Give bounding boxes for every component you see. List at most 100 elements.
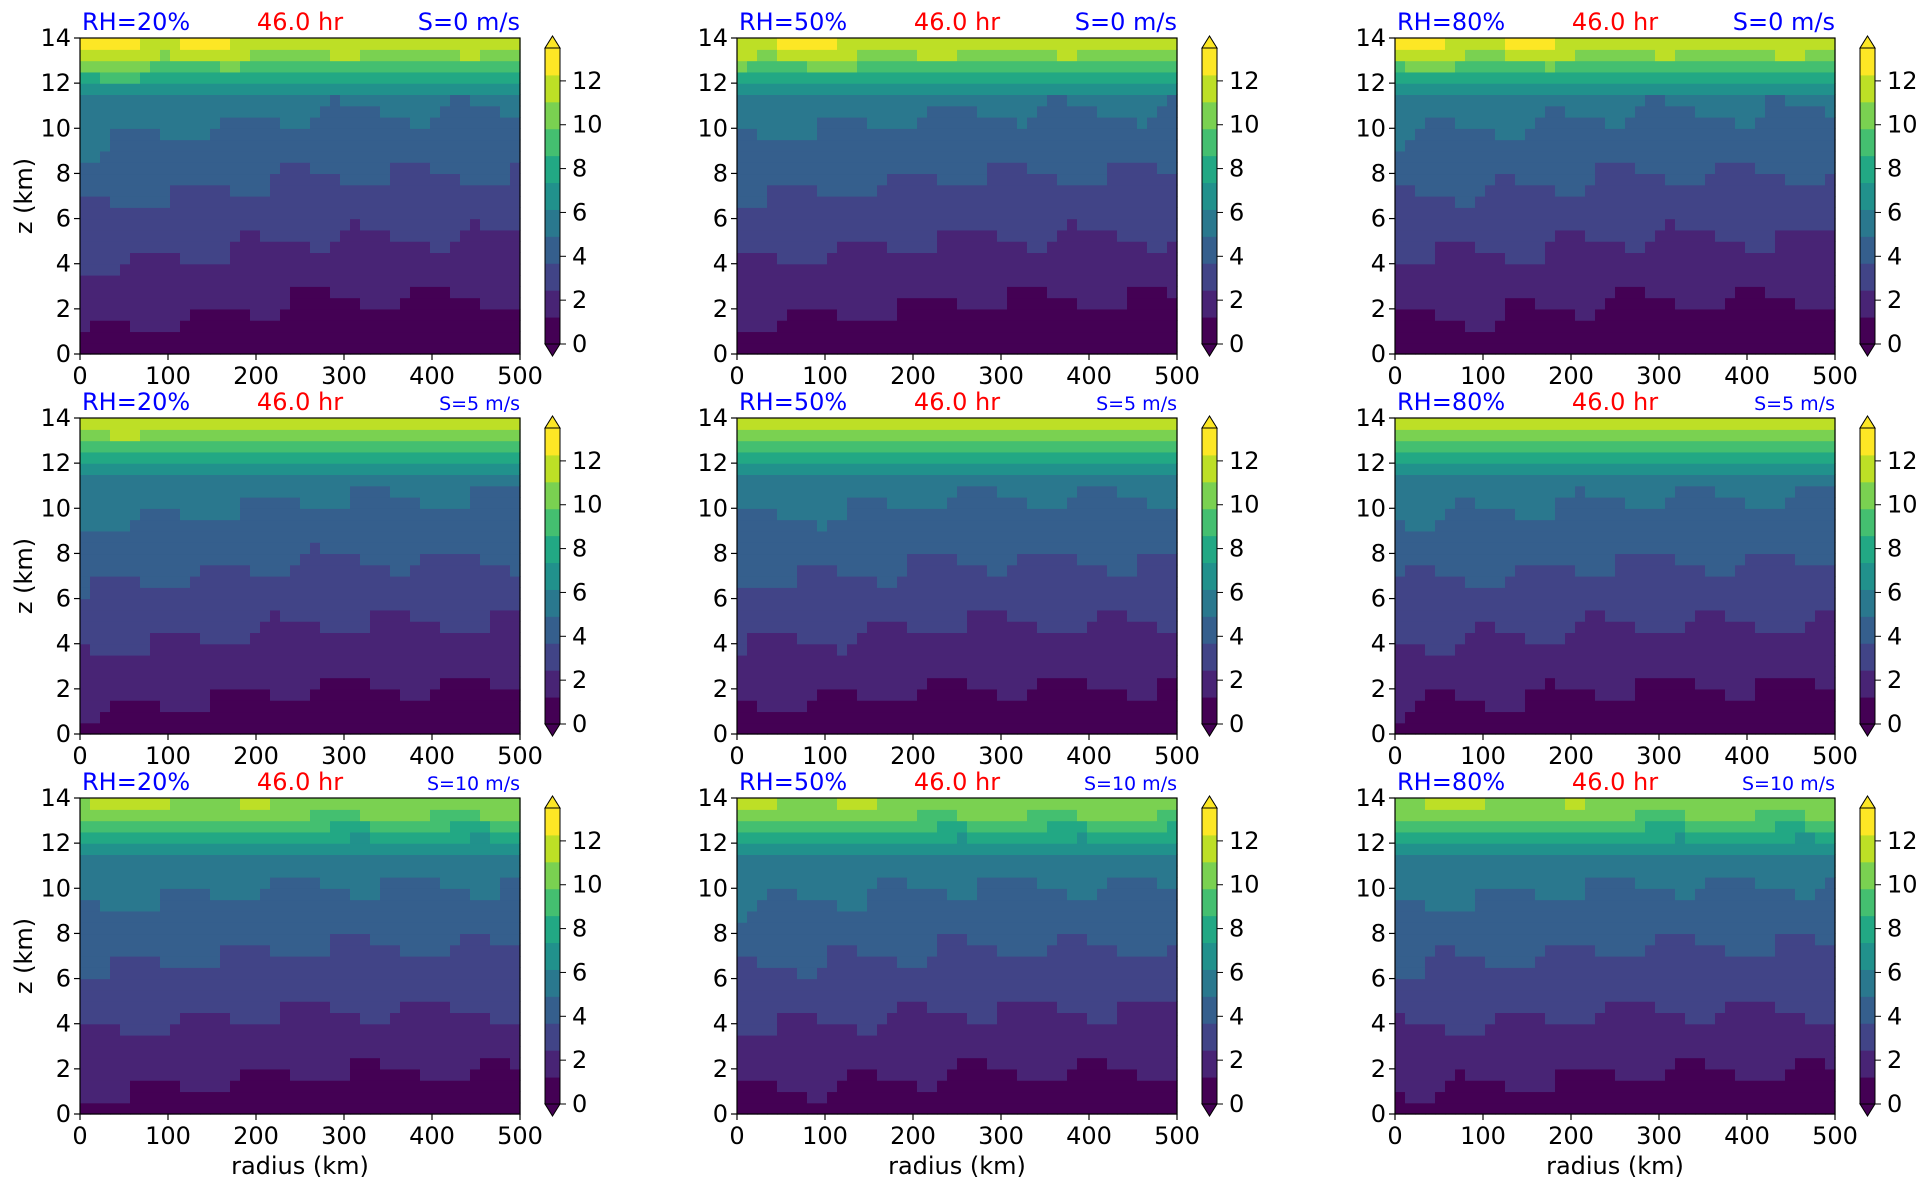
heatmap-cell bbox=[777, 105, 788, 118]
heatmap-cell bbox=[400, 60, 411, 73]
heatmap-cell bbox=[917, 38, 928, 50]
heatmap-cell bbox=[1137, 286, 1148, 299]
heatmap-cell bbox=[260, 621, 271, 634]
heatmap-cell bbox=[250, 643, 261, 656]
heatmap-cell bbox=[1745, 342, 1756, 355]
heatmap-cell bbox=[460, 150, 471, 163]
heatmap-cell bbox=[150, 474, 161, 487]
heatmap-cell bbox=[1605, 173, 1616, 186]
heatmap-cell bbox=[1625, 342, 1636, 355]
heatmap-cell bbox=[150, 632, 161, 645]
heatmap-cell bbox=[430, 621, 441, 634]
heatmap-cell bbox=[240, 711, 251, 724]
heatmap-cell bbox=[1505, 49, 1516, 62]
heatmap-cell bbox=[300, 117, 311, 129]
heatmap-cell bbox=[777, 117, 788, 129]
heatmap-cell bbox=[1465, 297, 1476, 310]
heatmap-cell bbox=[1047, 139, 1058, 152]
heatmap-cell bbox=[1745, 263, 1756, 276]
heatmap-cell bbox=[1815, 60, 1826, 73]
heatmap-cell bbox=[1465, 38, 1476, 50]
heatmap-cell bbox=[90, 666, 101, 679]
heatmap-cell bbox=[1755, 331, 1766, 344]
heatmap-cell bbox=[1017, 150, 1028, 163]
heatmap-cell bbox=[1695, 252, 1706, 265]
heatmap-cell bbox=[460, 621, 471, 634]
heatmap-cell bbox=[1485, 117, 1496, 129]
heatmap-cell bbox=[907, 320, 918, 333]
heatmap-cell bbox=[857, 342, 868, 355]
heatmap-cell bbox=[1445, 128, 1456, 141]
heatmap-cell bbox=[470, 150, 481, 163]
heatmap-cell bbox=[150, 252, 161, 265]
heatmap-cell bbox=[797, 286, 808, 299]
heatmap-cell bbox=[160, 451, 171, 464]
heatmap-cell bbox=[420, 598, 431, 611]
heatmap-cell bbox=[1675, 139, 1686, 152]
heatmap-cell bbox=[1067, 60, 1078, 73]
heatmap-cell bbox=[260, 218, 271, 231]
heatmap-cell bbox=[847, 320, 858, 333]
heatmap-cell bbox=[737, 320, 748, 333]
heatmap-cell bbox=[160, 632, 171, 645]
heatmap-cell bbox=[997, 139, 1008, 152]
heatmap-cell bbox=[120, 519, 131, 532]
heatmap-cell bbox=[120, 440, 131, 453]
heatmap-cell bbox=[1615, 71, 1626, 84]
colorbar-segment bbox=[1202, 74, 1217, 103]
heatmap-cell bbox=[827, 60, 838, 73]
heatmap-cell bbox=[450, 643, 461, 656]
heatmap-cell bbox=[490, 207, 501, 220]
heatmap-cell bbox=[250, 150, 261, 163]
heatmap-cell bbox=[1147, 297, 1158, 310]
heatmap-cell bbox=[260, 162, 271, 175]
heatmap-cell bbox=[400, 162, 411, 175]
heatmap-cell bbox=[430, 184, 441, 197]
heatmap-cell bbox=[230, 139, 241, 152]
heatmap-cell bbox=[1505, 60, 1516, 73]
heatmap-cell bbox=[140, 632, 151, 645]
heatmap-cell bbox=[360, 49, 371, 62]
heatmap-cell bbox=[1445, 252, 1456, 265]
heatmap-cell bbox=[1545, 196, 1556, 208]
heatmap-cell bbox=[1685, 49, 1696, 62]
heatmap-cell bbox=[190, 700, 201, 713]
heatmap-cell bbox=[330, 440, 341, 453]
heatmap-cell bbox=[1167, 331, 1178, 344]
heatmap-cell bbox=[130, 229, 141, 242]
heatmap-cell bbox=[100, 429, 111, 442]
heatmap-cell bbox=[190, 474, 201, 487]
heatmap-cell bbox=[370, 576, 381, 588]
heatmap-cell bbox=[80, 463, 91, 476]
heatmap-cell bbox=[460, 162, 471, 175]
heatmap-cell bbox=[440, 463, 451, 476]
heatmap-cell bbox=[160, 173, 171, 186]
heatmap-cell bbox=[450, 263, 461, 276]
heatmap-cell bbox=[1097, 331, 1108, 344]
heatmap-cell bbox=[777, 229, 788, 242]
heatmap-cell bbox=[767, 49, 778, 62]
heatmap-cell bbox=[410, 564, 421, 577]
heatmap-cell bbox=[390, 677, 401, 690]
heatmap-cell bbox=[1715, 105, 1726, 118]
heatmap-cell bbox=[1765, 342, 1776, 355]
heatmap-cell bbox=[1685, 196, 1696, 208]
heatmap-cell bbox=[1137, 173, 1148, 186]
heatmap-cell bbox=[1825, 331, 1836, 344]
heatmap-cell bbox=[160, 598, 171, 611]
heatmap-cell bbox=[250, 60, 261, 73]
heatmap-cell bbox=[1605, 286, 1616, 299]
heatmap-cell bbox=[450, 49, 461, 62]
heatmap-cell bbox=[1755, 173, 1766, 186]
heatmap-cell bbox=[250, 700, 261, 713]
heatmap-cell bbox=[280, 519, 291, 532]
heatmap-cell bbox=[160, 263, 171, 276]
heatmap-cell bbox=[1665, 83, 1676, 96]
heatmap-cell bbox=[967, 331, 978, 344]
heatmap-cell bbox=[370, 519, 381, 532]
heatmap-cell bbox=[400, 485, 411, 498]
heatmap-cell bbox=[1485, 263, 1496, 276]
heatmap-cell bbox=[160, 474, 171, 487]
heatmap-cell bbox=[260, 576, 271, 588]
heatmap-cell bbox=[877, 38, 888, 50]
